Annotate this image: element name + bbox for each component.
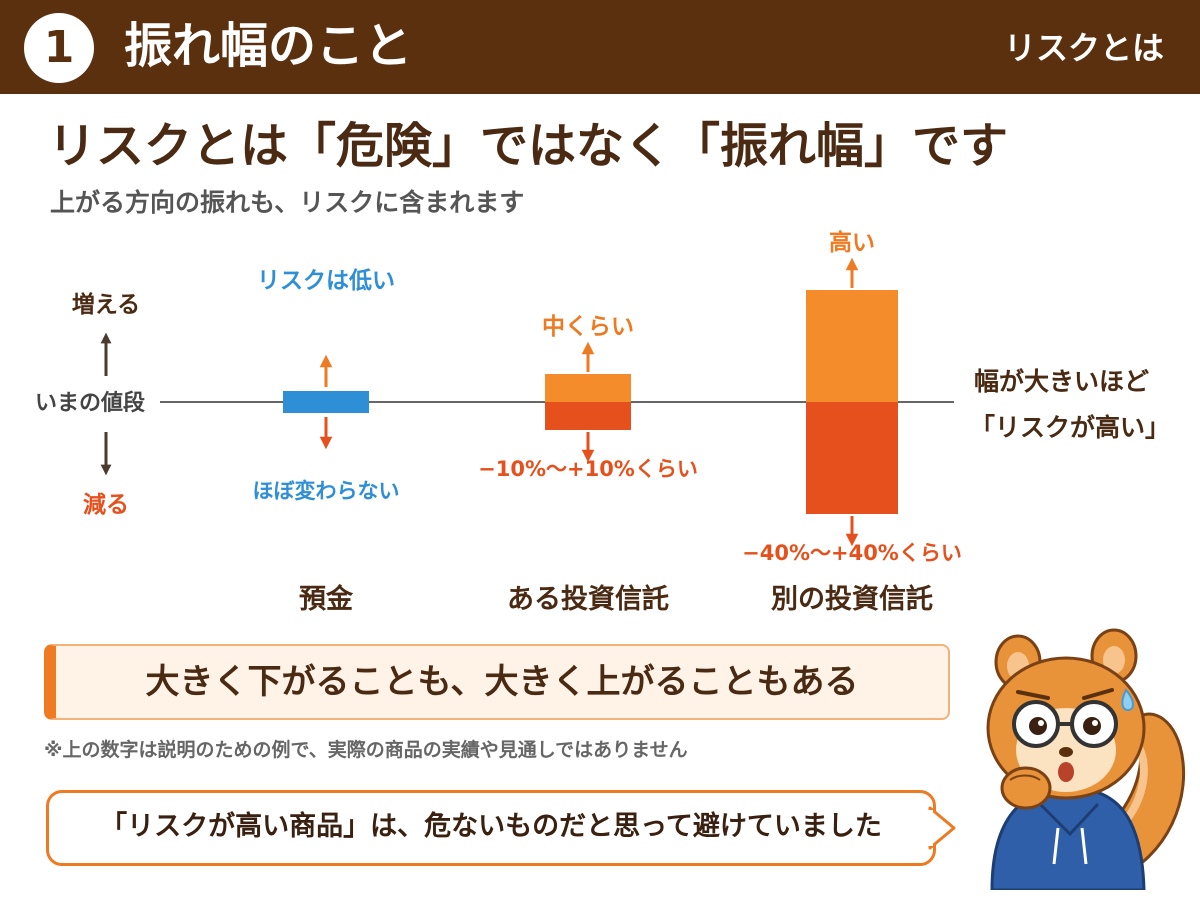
speech-bubble-tail — [928, 806, 956, 850]
risk-label-2: 高い — [829, 229, 875, 256]
side-note-line-2: 「リスクが高い」 — [970, 413, 1170, 442]
down-label: 減る — [83, 492, 129, 518]
header-bar: 1 振れ幅のこと リスクとは — [0, 0, 1200, 94]
risk-range-chart: 増える いまの値段 減る 幅が大きいほど 「リスクが高い」 リスクは低いほぼ変わ… — [35, 229, 1170, 615]
page-title: リスクとは「危険」ではなく「振れ幅」です — [48, 118, 1009, 174]
disclaimer-note: ※上の数字は説明のための例で、実際の商品の実績や見通しではありません — [44, 739, 688, 761]
bar-2-upper — [806, 290, 898, 402]
bar-1-lower — [545, 402, 631, 430]
side-note-line-1: 幅が大きいほど — [974, 367, 1149, 396]
range-label-2: −40%〜+40%くらい — [742, 541, 962, 565]
risk-label-1: 中くらい — [542, 314, 634, 340]
bar-2-lower — [806, 402, 898, 514]
bar-1-upper — [545, 374, 631, 402]
speech-text: 「リスクが高い商品」は、危ないものだと思って避けていました — [100, 811, 882, 842]
squirrel-mascot-icon — [986, 628, 1185, 890]
section-number-badge: 1 — [24, 13, 94, 83]
keypoint-box: 大きく下がることも、大きく上がることもある — [44, 644, 950, 720]
baseline-label: いまの値段 — [35, 390, 145, 416]
risk-label-0: リスクは低い — [257, 268, 395, 294]
page-subtitle: 上がる方向の振れも、リスクに含まれます — [50, 188, 525, 217]
range-label-1: −10%〜+10%くらい — [478, 457, 698, 481]
up-label: 増える — [72, 291, 140, 318]
header-section-label: リスクとは — [1003, 29, 1164, 67]
bar-0-flat — [283, 391, 369, 413]
speech-bubble: 「リスクが高い商品」は、危ないものだと思って避けていました — [46, 790, 936, 866]
keypoint-text: 大きく下がることも、大きく上がることもある — [145, 662, 859, 702]
header-title: 振れ幅のこと — [124, 18, 413, 74]
category-label-0: 預金 — [299, 583, 354, 615]
range-label-0: ほぼ変わらない — [253, 479, 400, 503]
category-label-2: 別の投資信託 — [771, 583, 933, 615]
category-label-1: ある投資信託 — [507, 583, 669, 615]
